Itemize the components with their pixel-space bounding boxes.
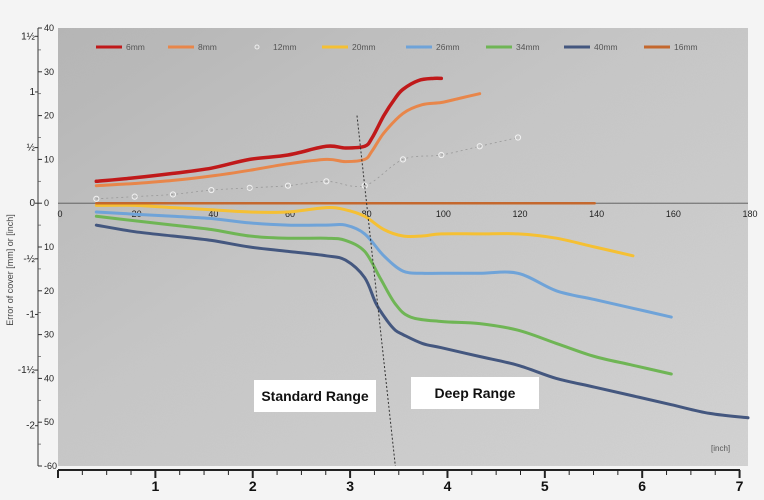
series-group xyxy=(93,76,750,420)
legend-swatch-12mm xyxy=(254,44,260,50)
legend-label-12mm: 12mm xyxy=(273,42,297,52)
series-line-26mm xyxy=(94,210,673,319)
y-mm-tick-label: 50 xyxy=(44,417,54,427)
series-line-20mm xyxy=(94,203,635,258)
series-line-6mm xyxy=(94,76,444,184)
x-inch-tick-label: 5 xyxy=(541,478,549,494)
x-mm-tick-label: 80 xyxy=(362,209,372,219)
y-axis-label: Error of cover [mm] or [inch] xyxy=(5,214,15,326)
series-point-12mm xyxy=(323,178,330,185)
series-point-12mm xyxy=(131,193,138,200)
x-inch-tick-label: 1 xyxy=(151,478,159,494)
legend-label-40mm: 40mm xyxy=(594,42,618,52)
x-inch-tick-label: 4 xyxy=(444,478,452,494)
series-point-12mm xyxy=(476,143,483,150)
x-inch-tick-label: 6 xyxy=(638,478,646,494)
legend-label-20mm: 20mm xyxy=(352,42,376,52)
standard-range-label: Standard Range xyxy=(261,388,369,404)
legend-label-16mm: 16mm xyxy=(674,42,698,52)
series-line-8mm xyxy=(94,92,482,188)
y-mm-tick-label: 10 xyxy=(44,242,54,252)
standard-range-box xyxy=(254,380,376,412)
series-point-12mm xyxy=(438,151,445,159)
y-mm-tick-label: 30 xyxy=(44,330,54,340)
x-mm-tick-label: 60 xyxy=(285,209,295,219)
y-inch-tick-label: 0 xyxy=(29,198,35,209)
series-line-40mm xyxy=(94,223,750,420)
y-inch-tick-label: -1 xyxy=(26,309,35,320)
series-point-12mm xyxy=(208,186,215,194)
x-mm-tick-label: 120 xyxy=(512,209,527,219)
x-mm-tick-label: 40 xyxy=(208,209,218,219)
y-mm-tick-label: 10 xyxy=(44,154,54,164)
legend-label-6mm: 6mm xyxy=(126,42,145,52)
series-point-12mm xyxy=(93,195,100,202)
y-inch-tick-label: 1½ xyxy=(21,31,36,42)
y-mm-tick-label: -60 xyxy=(44,461,57,471)
range-boundary-line xyxy=(356,115,396,467)
x-mm-tick-label: 180 xyxy=(742,209,757,219)
legend-label-34mm: 34mm xyxy=(516,42,540,52)
y-mm-tick-label: 30 xyxy=(44,67,54,77)
series-point-12mm xyxy=(399,156,407,163)
series-point-12mm xyxy=(284,182,292,189)
x-inch-tick-label: 2 xyxy=(249,478,257,494)
y-inch-tick-label: ½ xyxy=(27,143,36,154)
series-line-34mm xyxy=(94,214,673,376)
legend-label-26mm: 26mm xyxy=(436,42,460,52)
legend: 6mm 8mm 12mm 20mm 26mm 34mm 40mm 16mm xyxy=(96,42,698,52)
y-inch-tick-label: -1½ xyxy=(18,365,36,376)
y-mm-tick-label: 20 xyxy=(44,286,54,296)
x-mm-tick-label: 0 xyxy=(57,209,62,219)
x-inch-tick-label: 3 xyxy=(346,478,354,494)
y-inch-tick-label: -2 xyxy=(26,421,35,432)
x-inch-tick-label: 7 xyxy=(736,478,744,494)
deep-range-box xyxy=(411,377,539,409)
series-point-12mm xyxy=(169,191,177,198)
series-point-12mm xyxy=(246,184,253,191)
y-mm-tick-label: 40 xyxy=(44,373,54,383)
y-mm-tick-label: 0 xyxy=(44,198,49,208)
plot-texture xyxy=(58,28,748,466)
y-inch-tick-label: 1 xyxy=(29,87,35,98)
series-line-12mm xyxy=(96,137,519,200)
y-mm-tick-label: 40 xyxy=(44,23,54,33)
series-point-12mm xyxy=(514,134,522,141)
deep-range-label: Deep Range xyxy=(435,385,516,401)
y-mm-tick-label: 20 xyxy=(44,111,54,121)
x-mm-tick-label: 100 xyxy=(436,209,451,219)
legend-label-8mm: 8mm xyxy=(198,42,217,52)
x-unit-label: [inch] xyxy=(711,444,730,453)
x-mm-tick-label: 160 xyxy=(666,209,681,219)
y-inch-tick-label: -½ xyxy=(23,254,35,265)
x-mm-tick-label: 140 xyxy=(589,209,604,219)
